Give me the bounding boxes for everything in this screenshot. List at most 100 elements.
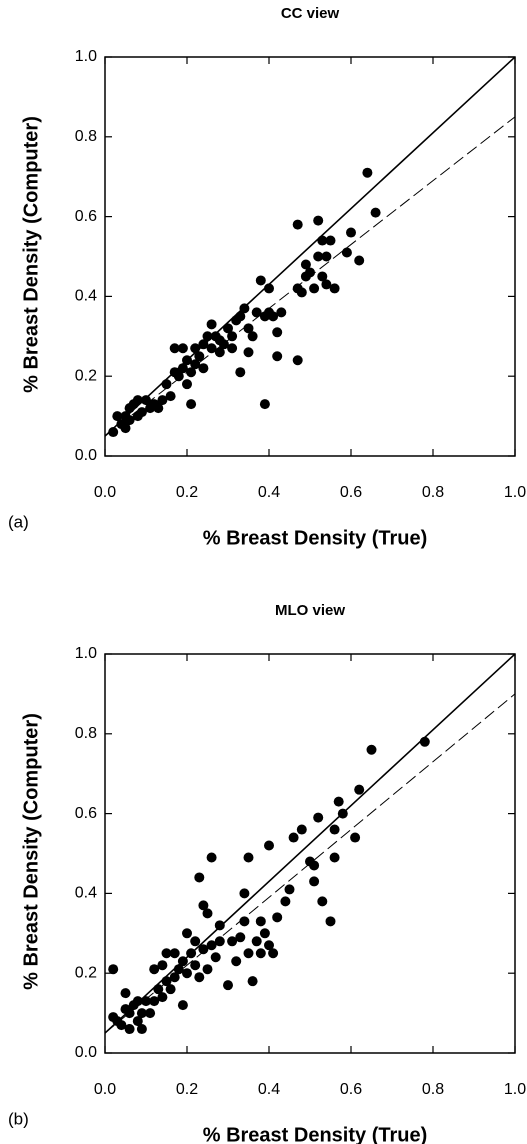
y-tick-label: 0.4 [75, 288, 97, 305]
point [370, 207, 381, 218]
point [362, 167, 373, 178]
x-tick-label: 0.0 [94, 1081, 116, 1098]
point [194, 351, 205, 362]
point [239, 888, 250, 899]
y-tick-label: 0.8 [75, 725, 97, 742]
point [141, 996, 151, 1007]
y-axis-label: % Breast Density (Computer) [20, 116, 42, 393]
point [214, 347, 225, 358]
point [292, 219, 303, 230]
point [354, 255, 365, 266]
point [276, 307, 287, 318]
point [329, 283, 340, 294]
point [288, 832, 299, 843]
point [239, 916, 250, 927]
point [218, 339, 229, 350]
point [182, 355, 192, 366]
point [186, 399, 197, 410]
x-tick-label: 0.8 [422, 1081, 444, 1098]
x-tick-label: 0.8 [422, 484, 444, 501]
point [317, 896, 328, 907]
point [350, 832, 361, 843]
point [157, 992, 168, 1003]
point [292, 355, 303, 366]
point [124, 415, 135, 426]
point [132, 395, 143, 406]
x-tick-label: 0.4 [258, 484, 280, 501]
point [206, 319, 217, 330]
point [268, 311, 279, 322]
x-tick-label: 1.0 [504, 484, 526, 501]
point [264, 840, 274, 851]
point [313, 812, 324, 823]
point [337, 808, 348, 819]
y-tick-label: 0.6 [75, 805, 97, 822]
chart-title: MLO view [275, 602, 345, 619]
point [272, 351, 283, 362]
point [169, 948, 180, 959]
x-tick-label: 0.0 [94, 484, 116, 501]
point [272, 327, 283, 338]
y-tick-label: 0.0 [75, 1044, 97, 1061]
point [190, 960, 201, 971]
point [321, 251, 332, 262]
point [177, 956, 188, 967]
x-axis-label: % Breast Density (True) [203, 527, 428, 549]
point [124, 1008, 135, 1019]
point [329, 852, 340, 863]
point [108, 964, 119, 975]
point [309, 860, 320, 871]
point [247, 976, 258, 987]
point [305, 267, 315, 278]
point [136, 1024, 147, 1035]
point [325, 916, 336, 927]
point [235, 932, 246, 943]
panel-label: (a) [8, 512, 29, 531]
point [284, 884, 295, 895]
point [161, 379, 172, 390]
point [341, 247, 352, 258]
point [120, 423, 131, 434]
point [173, 371, 184, 382]
point [313, 251, 324, 262]
point [165, 984, 176, 995]
point [202, 964, 213, 975]
point [321, 279, 332, 290]
point [268, 948, 279, 959]
panel-label: (b) [8, 1109, 29, 1128]
point [186, 367, 197, 378]
point [198, 363, 209, 374]
x-tick-label: 1.0 [504, 1081, 526, 1098]
y-tick-label: 0.6 [75, 208, 97, 225]
y-axis-label: % Breast Density (Computer) [20, 713, 42, 990]
point [198, 339, 209, 350]
point [206, 940, 217, 951]
chart-title: CC view [281, 5, 340, 22]
y-tick-label: 0.4 [75, 885, 97, 902]
point [259, 928, 270, 939]
y-tick-label: 1.0 [75, 645, 97, 662]
point [280, 896, 291, 907]
point [255, 916, 266, 927]
panel: CC view 0.0 0.2 0.4 0.6 0.8 1.0 0.0 0.2 0.4 0.6 0.8… [8, 5, 526, 549]
point [157, 395, 168, 406]
y-tick-label: 1.0 [75, 48, 97, 65]
point [202, 908, 213, 919]
point [223, 323, 233, 334]
point [149, 996, 160, 1007]
point [177, 343, 188, 354]
point [296, 287, 307, 298]
point [354, 784, 365, 795]
x-tick-label: 0.2 [176, 484, 198, 501]
point [333, 796, 344, 807]
point [124, 1024, 135, 1035]
point [198, 900, 209, 911]
point [182, 379, 192, 390]
point [108, 427, 119, 438]
x-axis-label: % Breast Density (True) [203, 1124, 428, 1144]
point [255, 948, 266, 959]
point [145, 1008, 156, 1019]
point [202, 331, 213, 342]
point [419, 736, 430, 747]
